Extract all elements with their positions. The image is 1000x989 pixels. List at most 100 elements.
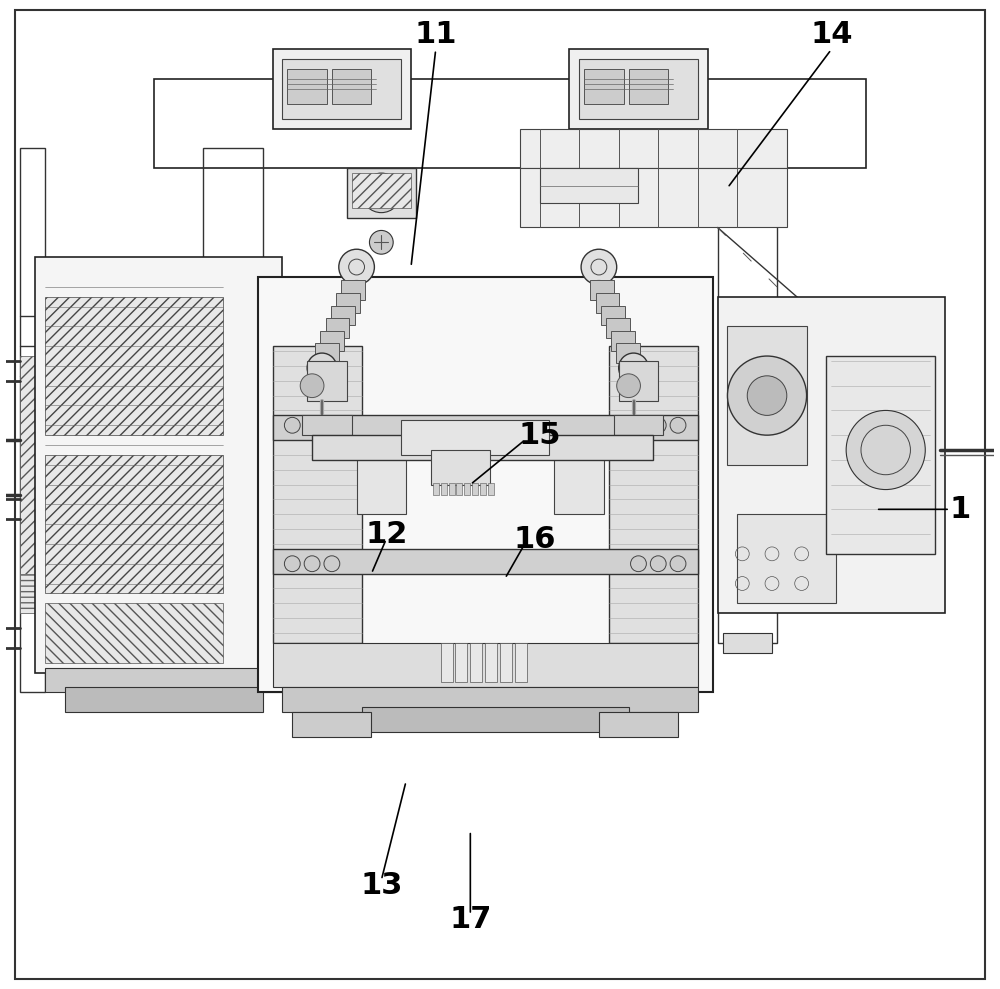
Bar — [616, 343, 640, 363]
Bar — [441, 643, 453, 682]
Bar — [470, 643, 482, 682]
Bar — [579, 59, 698, 119]
Bar — [485, 643, 497, 682]
Bar — [611, 331, 635, 351]
Bar — [45, 297, 104, 445]
Bar — [45, 297, 223, 435]
Bar — [292, 712, 371, 737]
Bar — [352, 173, 411, 208]
Circle shape — [650, 556, 666, 572]
Bar — [449, 483, 455, 494]
Bar — [154, 79, 866, 168]
Bar — [727, 326, 807, 465]
Circle shape — [670, 417, 686, 433]
Bar — [282, 59, 401, 119]
Bar — [65, 687, 263, 712]
Circle shape — [304, 417, 320, 433]
Bar — [629, 69, 668, 104]
Bar — [606, 318, 630, 338]
Circle shape — [304, 556, 320, 572]
Circle shape — [369, 230, 393, 254]
Bar — [480, 483, 486, 494]
Bar — [307, 361, 347, 401]
Bar — [464, 483, 470, 494]
Circle shape — [619, 353, 648, 383]
Circle shape — [284, 417, 300, 433]
Bar — [273, 549, 698, 574]
Text: 13: 13 — [360, 870, 403, 900]
Circle shape — [617, 374, 640, 398]
Bar — [599, 712, 678, 737]
Bar — [273, 643, 698, 687]
Text: 1: 1 — [949, 494, 971, 524]
Bar — [584, 69, 624, 104]
Circle shape — [747, 376, 787, 415]
Bar — [718, 297, 945, 613]
Bar — [273, 346, 362, 643]
Text: 11: 11 — [414, 20, 457, 49]
Bar — [312, 435, 653, 460]
Bar — [357, 445, 406, 514]
Bar — [456, 483, 462, 494]
Bar — [601, 306, 625, 325]
Text: 12: 12 — [365, 519, 407, 549]
Bar — [320, 331, 344, 351]
Bar — [590, 281, 614, 301]
Bar — [326, 318, 349, 338]
Bar — [258, 277, 713, 692]
Circle shape — [300, 374, 324, 398]
Bar — [433, 483, 439, 494]
Bar — [520, 129, 787, 168]
Bar — [331, 306, 355, 325]
Bar — [282, 687, 698, 712]
Text: 15: 15 — [518, 420, 561, 450]
Bar — [500, 643, 512, 682]
Bar — [332, 69, 371, 104]
Bar — [302, 415, 352, 435]
Bar — [472, 483, 478, 494]
Bar — [273, 415, 698, 440]
Bar — [45, 603, 223, 663]
Bar — [45, 455, 223, 593]
Bar — [520, 168, 787, 227]
Bar — [45, 668, 282, 692]
Bar — [619, 361, 658, 401]
Text: 17: 17 — [449, 905, 492, 935]
Circle shape — [339, 249, 374, 285]
Text: 14: 14 — [810, 20, 853, 49]
Bar — [20, 574, 119, 613]
Bar — [362, 707, 629, 732]
Bar — [315, 343, 339, 363]
Bar — [273, 49, 411, 129]
Circle shape — [650, 417, 666, 433]
Bar — [737, 514, 836, 603]
Bar — [341, 281, 365, 301]
Circle shape — [307, 353, 337, 383]
Circle shape — [846, 410, 925, 490]
Circle shape — [670, 556, 686, 572]
Bar — [431, 450, 490, 485]
Bar — [596, 293, 619, 313]
Bar — [723, 633, 772, 653]
Bar — [455, 643, 467, 682]
Bar — [35, 257, 282, 673]
Circle shape — [581, 249, 617, 285]
Bar — [718, 148, 777, 643]
Bar — [540, 168, 638, 203]
Bar — [20, 148, 45, 692]
Bar — [336, 293, 360, 313]
Circle shape — [727, 356, 807, 435]
Bar — [614, 415, 663, 435]
Text: 16: 16 — [513, 524, 556, 554]
Bar — [441, 483, 447, 494]
Circle shape — [631, 556, 646, 572]
Bar — [569, 49, 708, 129]
Bar — [20, 356, 119, 574]
Circle shape — [631, 417, 646, 433]
Circle shape — [362, 173, 401, 213]
Bar — [609, 346, 698, 643]
Bar — [208, 633, 258, 653]
Bar — [401, 420, 549, 455]
Bar — [515, 643, 527, 682]
Bar — [554, 445, 604, 514]
